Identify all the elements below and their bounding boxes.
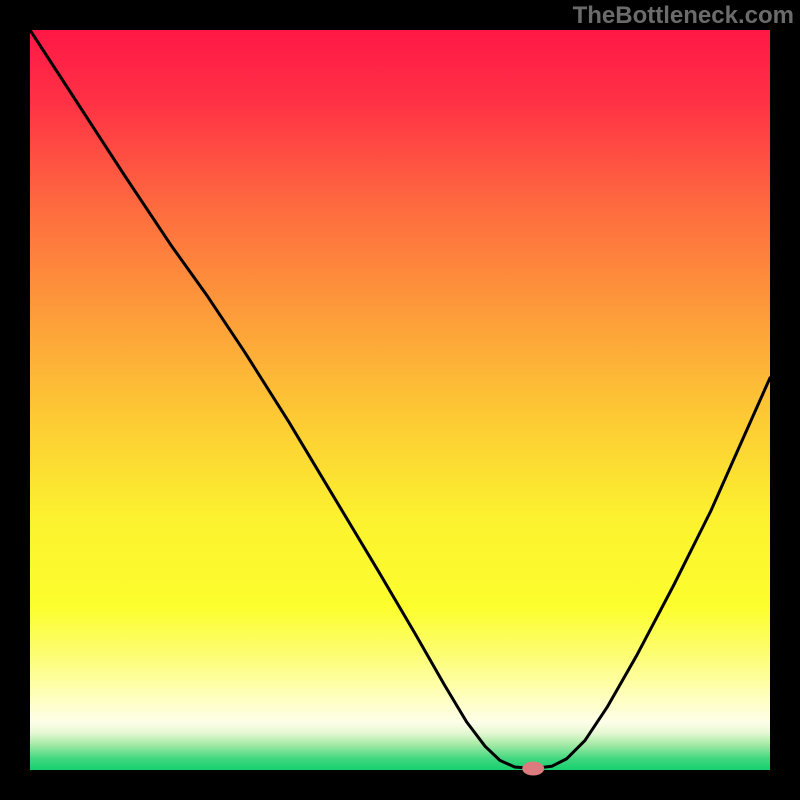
watermark-text: TheBottleneck.com xyxy=(573,2,794,30)
bottleneck-chart: TheBottleneck.com xyxy=(0,0,800,800)
optimal-point-marker xyxy=(522,762,544,776)
chart-svg xyxy=(0,0,800,800)
chart-background xyxy=(30,30,770,770)
